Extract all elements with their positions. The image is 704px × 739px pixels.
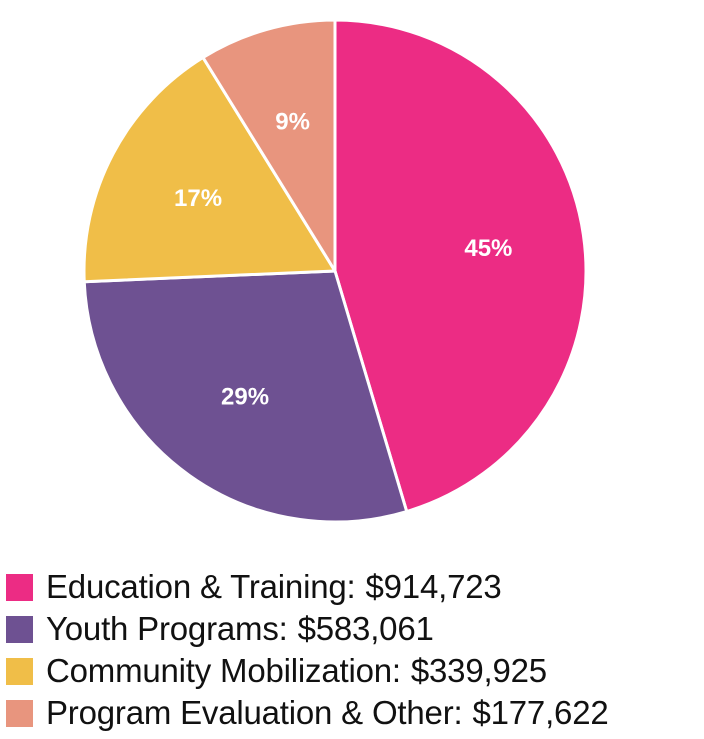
legend-value: $914,723 xyxy=(365,568,502,605)
legend-label: Youth Programs: xyxy=(46,610,288,647)
legend-item-program-evaluation-other: Program Evaluation & Other: $177,622 xyxy=(6,692,704,734)
legend-swatch xyxy=(6,699,33,727)
pie-slice-percent-label: 45% xyxy=(464,235,512,262)
pie-slice-community-mobilization xyxy=(82,56,337,284)
legend-item-youth-programs: Youth Programs: $583,061 xyxy=(6,608,704,650)
pie-slice-percent-label: 17% xyxy=(174,185,222,212)
legend-value: $177,622 xyxy=(472,694,609,731)
pie-slice-youth-programs xyxy=(82,269,409,524)
legend-item-community-mobilization: Community Mobilization: $339,925 xyxy=(6,650,704,692)
legend-label: Education & Training: xyxy=(46,568,356,605)
legend-value: $583,061 xyxy=(297,610,434,647)
legend-label: Community Mobilization: xyxy=(46,652,401,689)
pie-slice-education-training xyxy=(333,18,588,514)
pie-slice-percent-label: 29% xyxy=(221,384,269,411)
legend: Education & Training: $914,723 Youth Prog… xyxy=(6,566,704,734)
legend-value: $339,925 xyxy=(410,652,547,689)
pie-chart: 45% 29% 17% 9% xyxy=(82,18,588,524)
pie-slices xyxy=(82,18,588,524)
legend-swatch xyxy=(6,615,33,643)
pie-labels: 45% 29% 17% 9% xyxy=(174,108,512,410)
pie-slice-percent-label: 9% xyxy=(275,108,310,135)
legend-swatch xyxy=(6,657,33,685)
legend-label: Program Evaluation & Other: xyxy=(46,694,463,731)
legend-item-education-training: Education & Training: $914,723 xyxy=(6,566,704,608)
pie-slice-program-evaluation-other xyxy=(201,18,337,273)
legend-swatch xyxy=(6,573,33,601)
